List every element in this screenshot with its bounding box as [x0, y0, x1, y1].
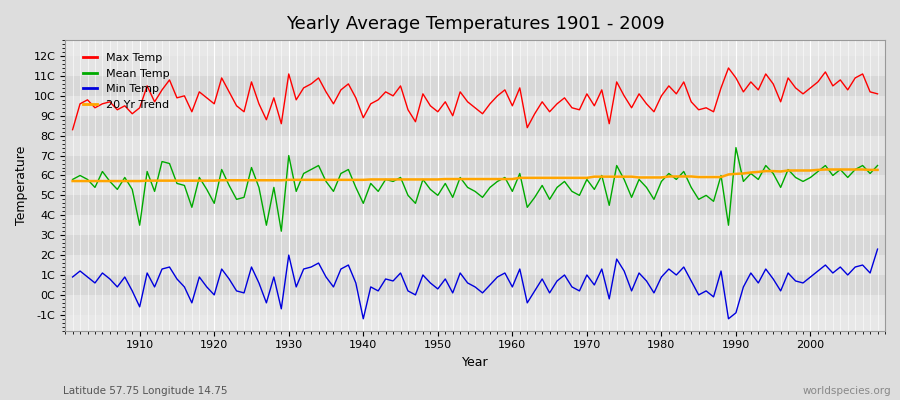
- Bar: [65, 96, 885, 116]
- Bar: [65, 56, 885, 76]
- Text: worldspecies.org: worldspecies.org: [803, 386, 891, 396]
- Bar: [65, 156, 885, 176]
- Bar: [65, 76, 885, 96]
- Bar: [65, 136, 885, 156]
- X-axis label: Year: Year: [462, 356, 489, 369]
- Bar: [65, 176, 885, 195]
- Bar: [65, 255, 885, 275]
- Text: Latitude 57.75 Longitude 14.75: Latitude 57.75 Longitude 14.75: [63, 386, 228, 396]
- Legend: Max Temp, Mean Temp, Min Temp, 20 Yr Trend: Max Temp, Mean Temp, Min Temp, 20 Yr Tre…: [79, 48, 174, 114]
- Bar: [65, 295, 885, 315]
- Bar: [65, 195, 885, 215]
- Title: Yearly Average Temperatures 1901 - 2009: Yearly Average Temperatures 1901 - 2009: [286, 15, 664, 33]
- Bar: [65, 275, 885, 295]
- Y-axis label: Temperature: Temperature: [15, 146, 28, 225]
- Bar: [65, 116, 885, 136]
- Bar: [65, 215, 885, 235]
- Bar: [65, 235, 885, 255]
